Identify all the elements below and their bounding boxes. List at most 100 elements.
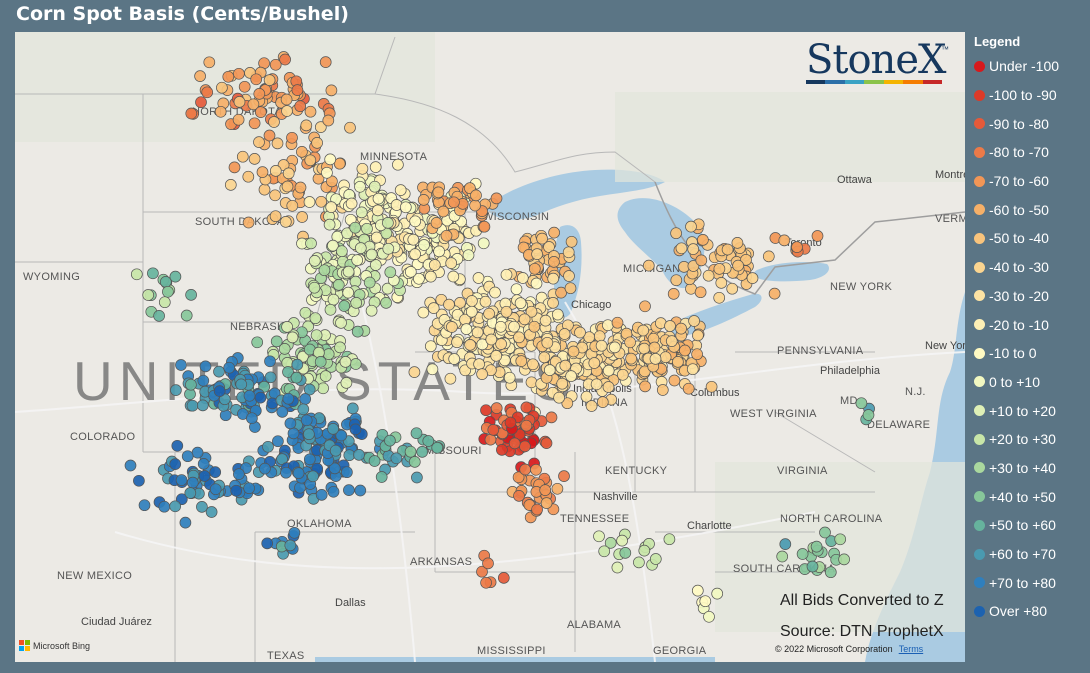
basis-point[interactable] [490,192,503,205]
basis-point[interactable] [175,474,188,486]
basis-point[interactable] [270,335,283,348]
basis-point[interactable] [567,345,580,358]
basis-point[interactable] [124,459,137,472]
basis-point[interactable] [448,196,460,209]
basis-point[interactable] [424,270,437,283]
basis-point[interactable] [279,216,292,228]
basis-point[interactable] [432,186,445,199]
basis-point[interactable] [667,288,680,300]
basis-point[interactable] [335,317,347,329]
basis-point[interactable] [392,158,404,171]
basis-point[interactable] [287,427,300,440]
basis-point[interactable] [311,137,323,149]
basis-point[interactable] [236,150,249,163]
basis-point[interactable] [153,310,165,322]
basis-point[interactable] [291,358,304,371]
basis-point[interactable] [197,458,210,470]
basis-point[interactable] [555,286,567,299]
basis-point[interactable] [390,452,403,465]
basis-point[interactable] [281,105,293,117]
basis-point[interactable] [500,305,513,318]
basis-point[interactable] [796,548,809,560]
basis-point[interactable] [598,545,611,558]
basis-point[interactable] [519,440,531,453]
basis-point[interactable] [222,70,235,83]
basis-point[interactable] [195,96,207,109]
basis-point[interactable] [279,53,291,66]
basis-point[interactable] [670,227,682,240]
basis-point[interactable] [490,350,503,362]
basis-point[interactable] [281,180,294,193]
basis-point[interactable] [235,378,248,391]
basis-point[interactable] [233,96,246,108]
basis-point[interactable] [299,306,312,319]
basis-point[interactable] [639,380,651,393]
basis-point[interactable] [278,343,291,355]
basis-point[interactable] [353,449,365,461]
basis-point[interactable] [694,286,707,299]
basis-point[interactable] [303,453,316,466]
basis-point[interactable] [259,462,271,475]
basis-point[interactable] [664,320,676,332]
basis-point[interactable] [688,315,700,327]
basis-point[interactable] [228,161,241,174]
basis-point[interactable] [472,272,485,284]
basis-point[interactable] [321,166,333,179]
basis-point[interactable] [543,241,555,253]
basis-point[interactable] [448,353,461,365]
basis-point[interactable] [214,105,227,118]
basis-point[interactable] [494,320,507,333]
basis-point[interactable] [253,136,265,148]
basis-point[interactable] [705,380,718,393]
basis-point[interactable] [407,233,420,246]
basis-point[interactable] [254,106,267,118]
basis-point[interactable] [248,153,261,165]
basis-point[interactable] [370,231,383,244]
basis-point[interactable] [345,197,358,210]
basis-point[interactable] [368,180,381,193]
basis-point[interactable] [485,333,498,346]
basis-point[interactable] [341,227,354,240]
basis-point[interactable] [625,352,637,365]
basis-point[interactable] [540,497,553,509]
basis-point[interactable] [602,319,614,332]
basis-point[interactable] [147,267,159,280]
basis-point[interactable] [323,218,336,231]
basis-point[interactable] [243,482,255,495]
basis-point[interactable] [583,331,596,344]
basis-point[interactable] [430,217,443,229]
basis-point[interactable] [593,330,606,343]
basis-point[interactable] [520,401,533,414]
basis-point[interactable] [338,300,351,312]
basis-point[interactable] [198,470,211,482]
basis-point[interactable] [375,471,388,483]
basis-point[interactable] [558,328,571,340]
basis-point[interactable] [512,471,525,484]
basis-point[interactable] [855,397,868,410]
basis-point[interactable] [351,254,364,266]
basis-point[interactable] [446,321,458,333]
basis-point[interactable] [711,587,724,600]
basis-point[interactable] [305,237,317,250]
basis-point[interactable] [269,58,282,71]
basis-point[interactable] [679,344,691,357]
basis-point[interactable] [230,484,243,497]
basis-point[interactable] [531,503,543,516]
basis-point[interactable] [256,166,269,178]
basis-point[interactable] [339,356,352,368]
basis-point[interactable] [528,262,541,275]
basis-point[interactable] [318,264,331,277]
basis-point[interactable] [541,336,554,349]
basis-point[interactable] [539,314,552,327]
basis-point[interactable] [343,449,356,462]
basis-point[interactable] [595,339,608,352]
basis-point[interactable] [317,382,329,395]
basis-point[interactable] [369,259,382,271]
basis-point[interactable] [368,455,381,467]
basis-point[interactable] [649,353,662,365]
basis-point[interactable] [838,553,850,566]
basis-point[interactable] [559,359,572,372]
basis-point[interactable] [169,458,182,470]
basis-point[interactable] [238,80,251,93]
basis-point[interactable] [384,434,396,447]
